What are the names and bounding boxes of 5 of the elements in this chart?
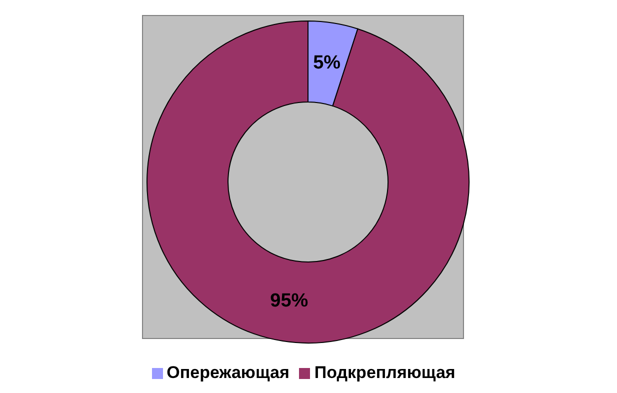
data-label: 5% bbox=[313, 52, 341, 74]
data-label: 95% bbox=[270, 290, 308, 312]
donut-slice bbox=[146, 20, 470, 344]
legend-label: Опережающая bbox=[166, 363, 290, 382]
legend-label: Подкрепляющая bbox=[314, 363, 456, 382]
